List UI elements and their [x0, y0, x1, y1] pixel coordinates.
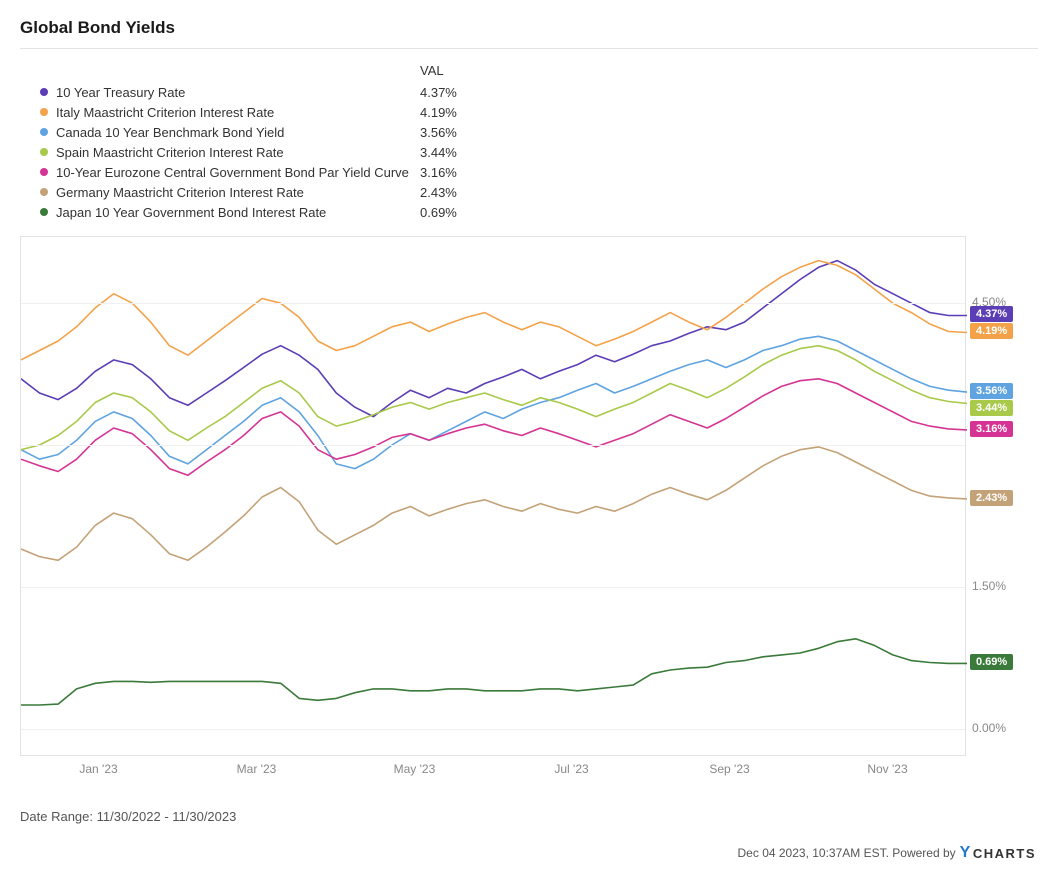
legend-value: 0.69%	[420, 205, 457, 220]
gridline	[21, 587, 965, 588]
legend-label: Germany Maastricht Criterion Interest Ra…	[56, 185, 420, 200]
footer-timestamp: Dec 04 2023, 10:37AM EST. Powered by	[738, 846, 956, 860]
legend-label: Italy Maastricht Criterion Interest Rate	[56, 105, 420, 120]
legend-header: VAL	[40, 63, 1038, 78]
legend-row: 10 Year Treasury Rate4.37%	[40, 82, 1038, 102]
legend-dot-icon	[40, 168, 48, 176]
legend-value: 3.56%	[420, 125, 457, 140]
x-axis-tick: Mar '23	[237, 762, 277, 776]
series-end-badge: 3.16%	[970, 421, 1013, 437]
legend-label: 10 Year Treasury Rate	[56, 85, 420, 100]
series-line	[21, 447, 967, 560]
chart-lines	[21, 237, 967, 757]
series-line	[21, 379, 967, 476]
chart-title: Global Bond Yields	[20, 18, 1038, 49]
series-end-badge: 0.69%	[970, 654, 1013, 670]
legend-label: 10-Year Eurozone Central Government Bond…	[56, 165, 420, 180]
legend-val-header: VAL	[420, 63, 444, 78]
legend-label: Canada 10 Year Benchmark Bond Yield	[56, 125, 420, 140]
x-axis-tick: Jan '23	[79, 762, 117, 776]
legend-dot-icon	[40, 128, 48, 136]
legend-dot-icon	[40, 188, 48, 196]
series-end-badge: 3.56%	[970, 383, 1013, 399]
y-axis-tick: 0.00%	[972, 721, 1006, 735]
series-end-badge: 4.19%	[970, 323, 1013, 339]
footer: Dec 04 2023, 10:37AM EST. Powered by YCH…	[738, 844, 1036, 862]
ycharts-logo: YCHARTS	[960, 844, 1036, 862]
y-axis-tick: 1.50%	[972, 579, 1006, 593]
x-axis-tick: Sep '23	[709, 762, 749, 776]
series-end-badge: 2.43%	[970, 490, 1013, 506]
x-axis-tick: Nov '23	[867, 762, 907, 776]
legend-row: Japan 10 Year Government Bond Interest R…	[40, 202, 1038, 222]
gridline	[21, 729, 965, 730]
legend-value: 2.43%	[420, 185, 457, 200]
legend-dot-icon	[40, 148, 48, 156]
legend-row: Canada 10 Year Benchmark Bond Yield3.56%	[40, 122, 1038, 142]
series-line	[21, 261, 967, 360]
date-range-label: Date Range: 11/30/2022 - 11/30/2023	[20, 809, 1038, 824]
legend-value: 3.44%	[420, 145, 457, 160]
legend-value: 4.19%	[420, 105, 457, 120]
legend-value: 4.37%	[420, 85, 457, 100]
series-line	[21, 639, 967, 705]
gridline	[21, 303, 965, 304]
gridline	[21, 445, 965, 446]
series-line	[21, 346, 967, 450]
legend-label: Japan 10 Year Government Bond Interest R…	[56, 205, 420, 220]
legend-row: 10-Year Eurozone Central Government Bond…	[40, 162, 1038, 182]
legend-row: Spain Maastricht Criterion Interest Rate…	[40, 142, 1038, 162]
legend-value: 3.16%	[420, 165, 457, 180]
chart-area: 0.00%1.50%4.50%Jan '23Mar '23May '23Jul …	[20, 236, 1034, 791]
plot-area	[20, 236, 966, 756]
x-axis-tick: Jul '23	[554, 762, 588, 776]
legend-row: Italy Maastricht Criterion Interest Rate…	[40, 102, 1038, 122]
legend-dot-icon	[40, 108, 48, 116]
series-end-badge: 4.37%	[970, 306, 1013, 322]
legend: VAL 10 Year Treasury Rate4.37%Italy Maas…	[20, 49, 1038, 232]
legend-row: Germany Maastricht Criterion Interest Ra…	[40, 182, 1038, 202]
legend-dot-icon	[40, 88, 48, 96]
legend-label: Spain Maastricht Criterion Interest Rate	[56, 145, 420, 160]
ycharts-y-icon: Y	[960, 844, 972, 862]
series-end-badge: 3.44%	[970, 400, 1013, 416]
x-axis-tick: May '23	[394, 762, 436, 776]
legend-dot-icon	[40, 208, 48, 216]
